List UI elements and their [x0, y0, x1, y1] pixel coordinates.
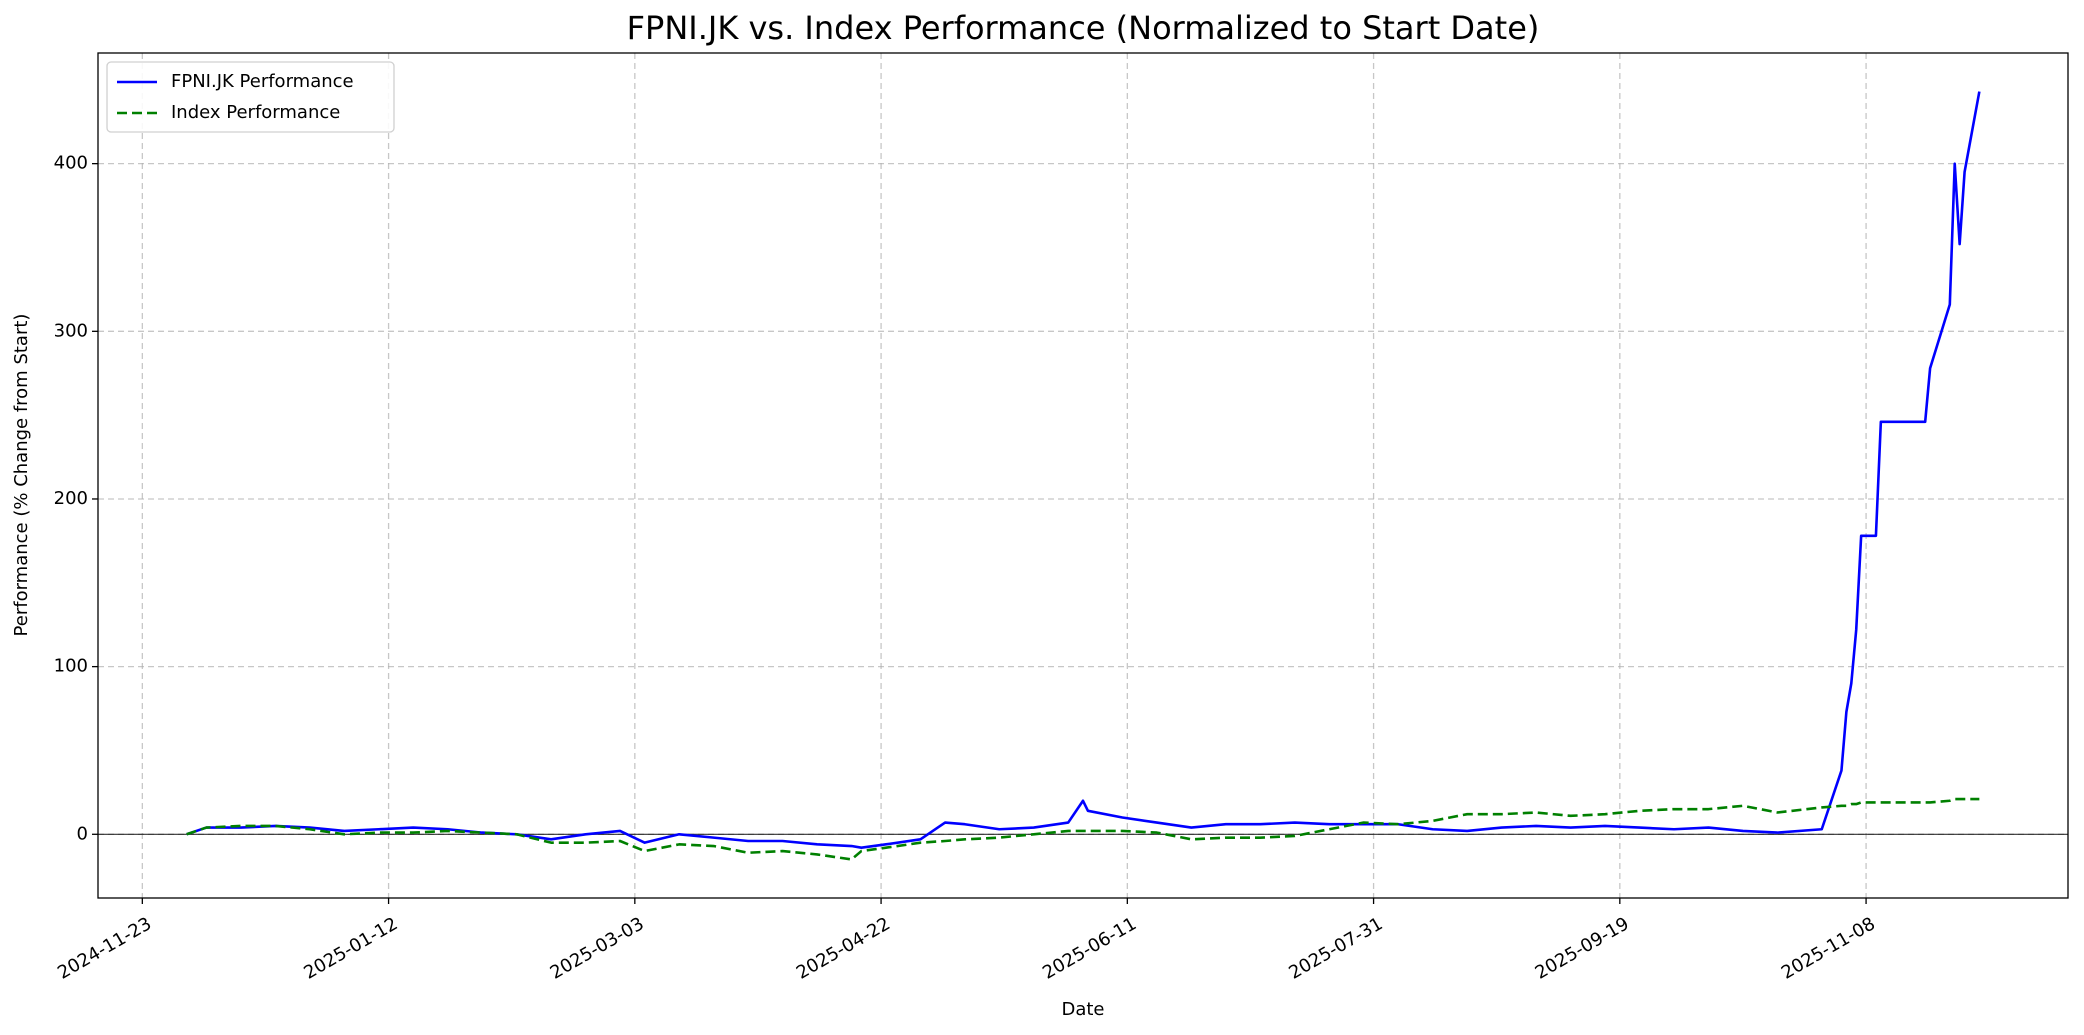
legend-box — [106, 61, 395, 133]
x-tick-label: 2025-07-31 — [1285, 913, 1386, 983]
y-axis-label: Performance (% Change from Start) — [11, 314, 32, 637]
y-tick-label: 300 — [54, 320, 88, 341]
y-tick-label: 0 — [77, 823, 88, 844]
legend-label: FPNI.JK Performance — [171, 71, 354, 92]
x-tick-label: 2024-11-23 — [54, 913, 155, 983]
y-tick-label: 100 — [54, 656, 88, 677]
x-tick-label: 2025-06-11 — [1039, 913, 1140, 983]
data-line — [186, 797, 1980, 861]
x-tick-label: 2025-04-22 — [793, 913, 894, 983]
y-tick-label: 200 — [54, 488, 88, 509]
x-tick-label: 2025-11-08 — [1778, 913, 1879, 983]
y-tick-label: 400 — [54, 153, 88, 174]
legend-label: Index Performance — [171, 102, 340, 123]
data-line — [186, 91, 1981, 849]
plot-frame — [97, 52, 2069, 899]
x-tick-label: 2025-01-12 — [300, 913, 401, 983]
x-axis-label: Date — [1061, 999, 1104, 1020]
x-tick-label: 2025-09-19 — [1532, 913, 1633, 983]
chart-title: FPNI.JK vs. Index Performance (Normalize… — [627, 9, 1540, 47]
x-tick-label: 2025-03-03 — [547, 913, 648, 983]
